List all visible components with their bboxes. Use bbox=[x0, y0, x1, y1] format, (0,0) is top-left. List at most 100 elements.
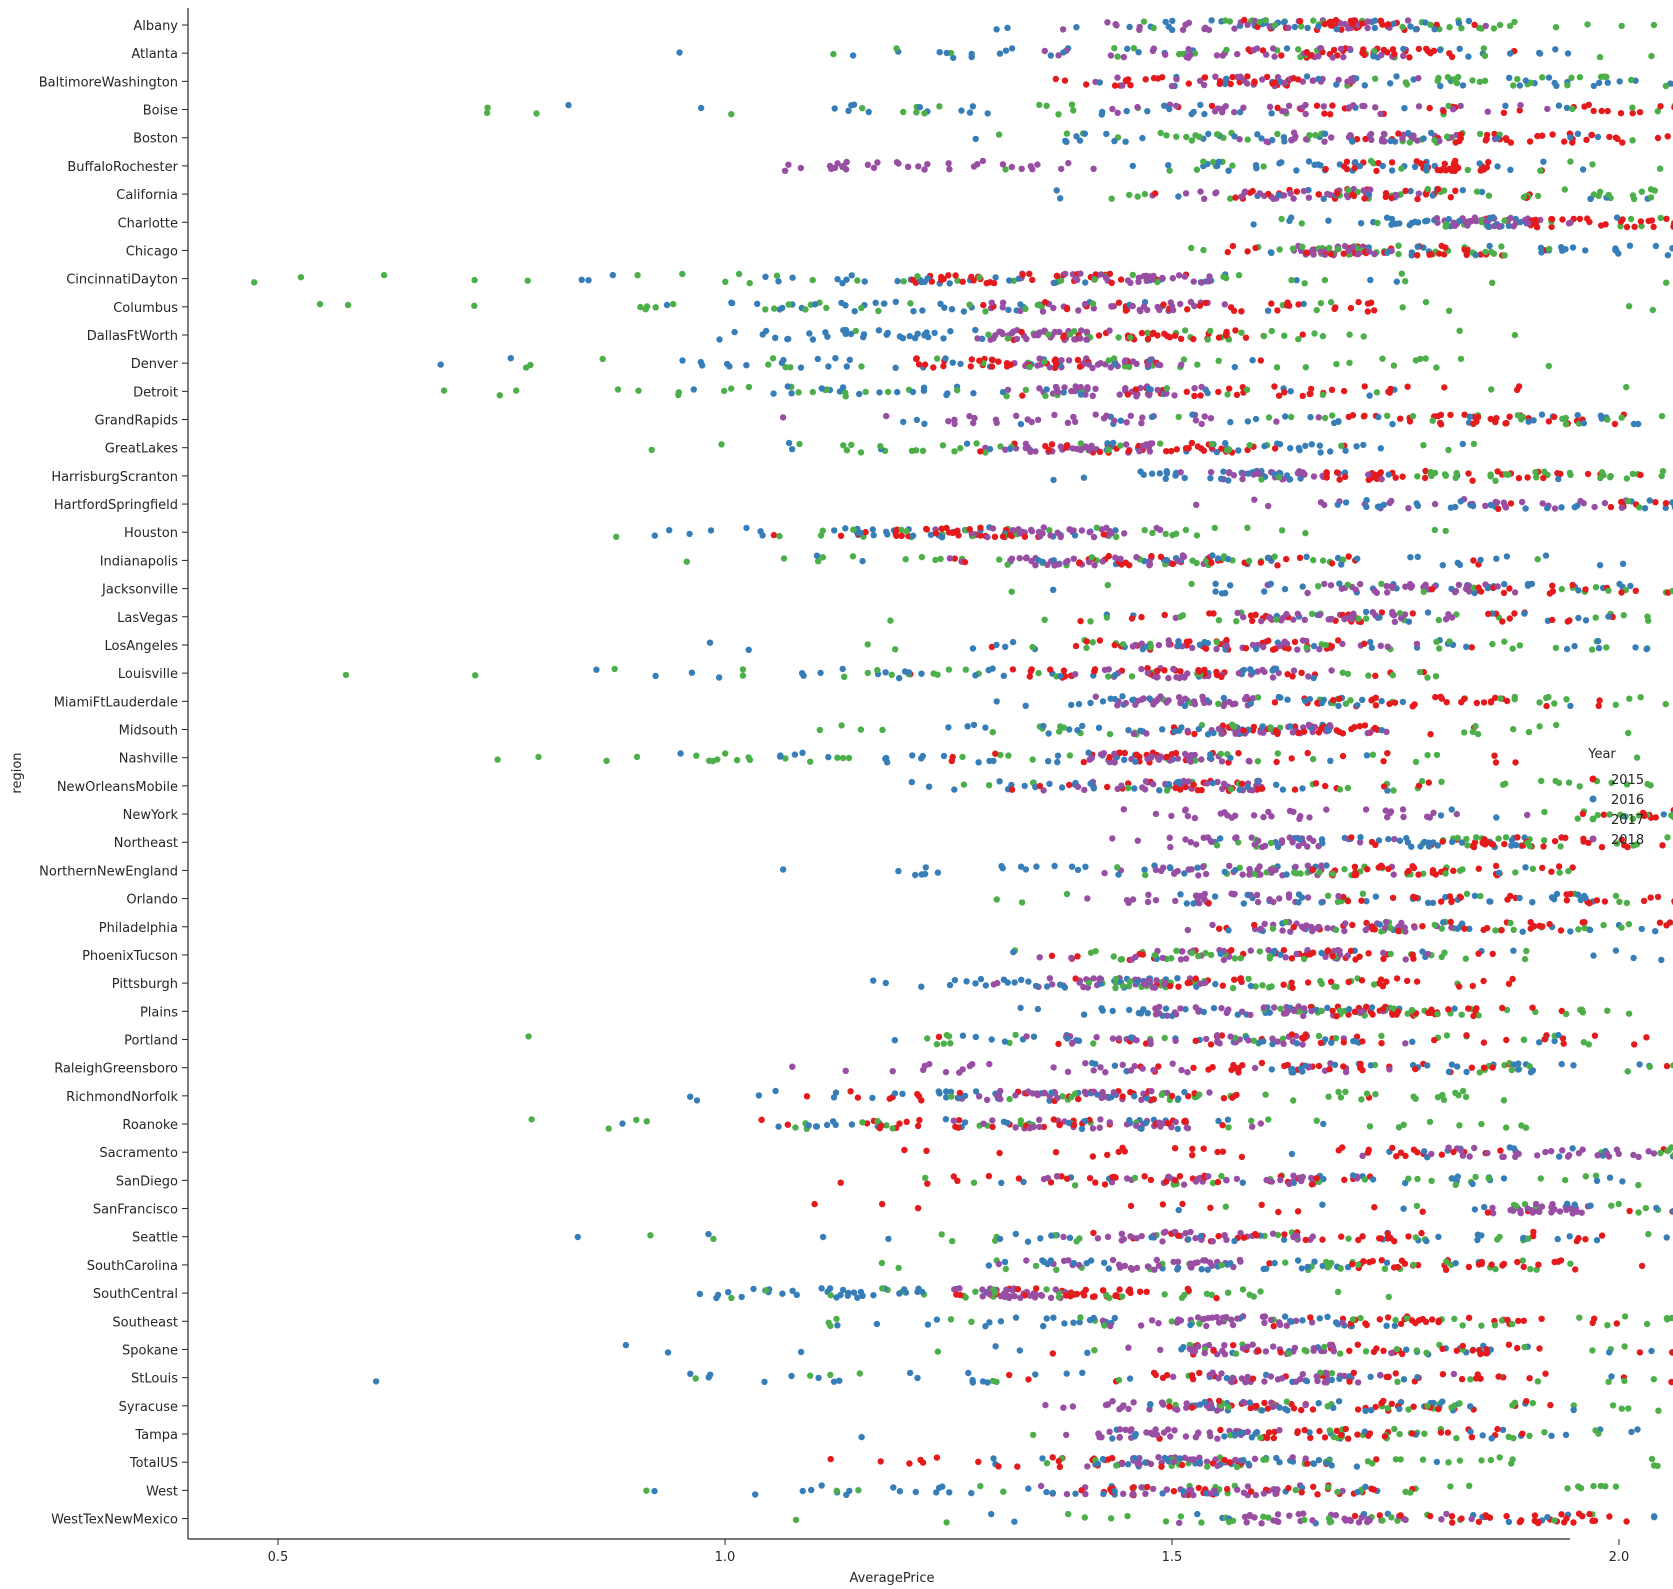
point-2018 bbox=[974, 335, 981, 342]
point-2015 bbox=[1263, 73, 1271, 81]
point-2016 bbox=[1249, 357, 1256, 364]
point-2015 bbox=[1389, 1011, 1396, 1018]
point-2018 bbox=[1201, 195, 1208, 202]
point-2018 bbox=[1337, 20, 1344, 27]
point-2016 bbox=[849, 52, 857, 59]
point-2018 bbox=[1484, 108, 1492, 115]
point-2017 bbox=[849, 553, 857, 560]
point-2016 bbox=[892, 298, 899, 305]
point-2018 bbox=[779, 414, 787, 421]
point-2016 bbox=[1597, 412, 1605, 419]
point-2016 bbox=[1115, 871, 1122, 878]
point-2016 bbox=[941, 304, 948, 311]
point-2015 bbox=[1281, 389, 1288, 396]
point-2015 bbox=[1027, 667, 1035, 675]
point-2017 bbox=[1207, 951, 1215, 959]
point-2018 bbox=[1288, 137, 1295, 144]
point-2015 bbox=[1389, 894, 1397, 901]
point-2018 bbox=[1153, 524, 1160, 532]
point-2017 bbox=[1311, 330, 1318, 337]
point-2018 bbox=[1387, 808, 1395, 815]
point-2016 bbox=[996, 50, 1004, 57]
point-2015 bbox=[1252, 244, 1259, 252]
point-2017 bbox=[1344, 784, 1352, 792]
point-2015 bbox=[1447, 918, 1454, 926]
point-2017 bbox=[1318, 1007, 1325, 1014]
point-2015 bbox=[1108, 279, 1115, 286]
point-2017 bbox=[718, 441, 725, 448]
point-2017 bbox=[1140, 18, 1148, 25]
point-2017 bbox=[1495, 835, 1502, 842]
point-2018 bbox=[1286, 807, 1294, 815]
point-2017 bbox=[858, 363, 865, 370]
point-2016 bbox=[1471, 892, 1479, 899]
point-2018 bbox=[1424, 950, 1432, 958]
point-2015 bbox=[1191, 730, 1198, 738]
point-2017 bbox=[1656, 165, 1664, 172]
point-2016 bbox=[1407, 23, 1414, 30]
point-2016 bbox=[1457, 498, 1465, 505]
point-2018 bbox=[1415, 190, 1423, 197]
point-2015 bbox=[1124, 391, 1132, 398]
point-2016 bbox=[1393, 278, 1401, 285]
point-2016 bbox=[1389, 420, 1396, 428]
point-2017 bbox=[722, 278, 729, 285]
point-2016 bbox=[1477, 556, 1484, 564]
point-2017 bbox=[802, 306, 809, 313]
point-2016 bbox=[1385, 471, 1392, 478]
point-2018 bbox=[1327, 582, 1335, 589]
point-2015 bbox=[1559, 216, 1566, 223]
point-2017 bbox=[1213, 842, 1221, 849]
point-2015 bbox=[1632, 587, 1640, 594]
point-2018 bbox=[1116, 391, 1123, 398]
point-2017 bbox=[1012, 1031, 1019, 1039]
point-2018 bbox=[1220, 780, 1228, 787]
point-2015 bbox=[1443, 699, 1450, 706]
point-2017 bbox=[1575, 926, 1582, 933]
point-2017 bbox=[1182, 526, 1190, 534]
point-2018 bbox=[1051, 562, 1058, 569]
point-2016 bbox=[1210, 1004, 1218, 1012]
point-2018 bbox=[1367, 186, 1374, 193]
point-2016 bbox=[1555, 1031, 1562, 1039]
point-2015 bbox=[1291, 786, 1299, 793]
point-2018 bbox=[1301, 1005, 1308, 1012]
point-2018 bbox=[1153, 977, 1160, 984]
point-2016 bbox=[1522, 864, 1529, 871]
point-2016 bbox=[784, 383, 791, 390]
point-2016 bbox=[1287, 445, 1294, 452]
point-2016 bbox=[1039, 558, 1047, 566]
point-2017 bbox=[746, 756, 754, 763]
point-2018 bbox=[1195, 872, 1202, 879]
point-2018 bbox=[1123, 419, 1130, 426]
point-2016 bbox=[1075, 700, 1083, 708]
point-2015 bbox=[1618, 498, 1625, 506]
point-2015 bbox=[1524, 474, 1531, 481]
point-2018 bbox=[1192, 1004, 1200, 1011]
point-2018 bbox=[1295, 842, 1302, 850]
point-2017 bbox=[1126, 191, 1133, 199]
point-2017 bbox=[1398, 165, 1405, 172]
point-2016 bbox=[1057, 195, 1064, 202]
point-2016 bbox=[1508, 836, 1516, 844]
point-2016 bbox=[1325, 217, 1332, 224]
point-2016 bbox=[1225, 927, 1232, 934]
point-2017 bbox=[1317, 977, 1324, 985]
point-2018 bbox=[1117, 555, 1124, 562]
point-2017 bbox=[1662, 82, 1670, 90]
point-2018 bbox=[1310, 473, 1318, 480]
point-2016 bbox=[1401, 105, 1408, 112]
point-2015 bbox=[1241, 16, 1248, 24]
point-2016 bbox=[1225, 167, 1232, 174]
point-2017 bbox=[1605, 191, 1612, 199]
point-2015 bbox=[1506, 585, 1513, 592]
point-2016 bbox=[1456, 561, 1464, 568]
point-2016 bbox=[1516, 82, 1524, 89]
point-2016 bbox=[1011, 979, 1018, 986]
point-2018 bbox=[1393, 192, 1400, 199]
point-2018 bbox=[1196, 892, 1204, 900]
point-2017 bbox=[1427, 468, 1435, 476]
point-2017 bbox=[1461, 729, 1468, 736]
point-2018 bbox=[1121, 530, 1128, 537]
point-2015 bbox=[1664, 133, 1671, 140]
